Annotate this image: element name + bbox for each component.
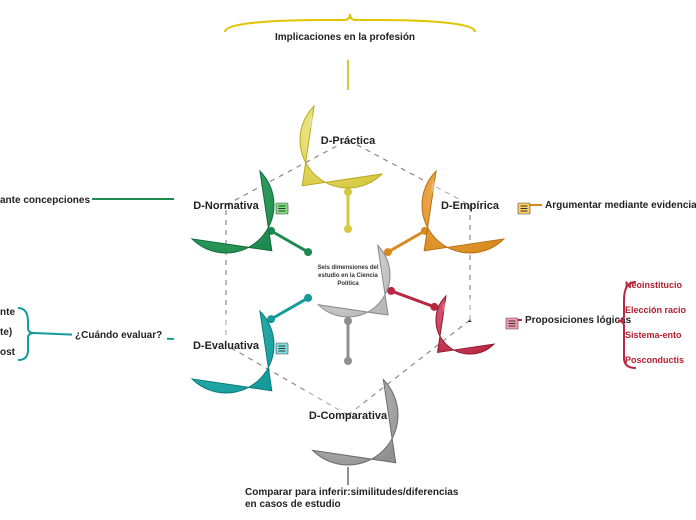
svg-text:nte: nte	[0, 307, 15, 318]
spoke-empirica	[388, 231, 425, 252]
ext-bottom: en casos de estudio	[245, 499, 341, 510]
ext-sub1: Neoinstitucio	[625, 280, 683, 290]
dashed-edge	[348, 320, 470, 415]
center-label: Política	[337, 281, 359, 287]
note-icon[interactable]	[276, 343, 288, 354]
spoke-dot	[304, 294, 312, 302]
svg-text:ost: ost	[0, 347, 16, 358]
node-comparativa[interactable]: D-Comparativa	[308, 380, 398, 465]
dashed-edge	[226, 140, 348, 205]
spoke-dot	[344, 188, 352, 196]
center-label: estudio en la Ciencia	[318, 273, 378, 279]
node-normativa[interactable]: D-Normativa	[188, 171, 274, 253]
node-practica[interactable]: D-Práctica	[300, 106, 382, 188]
node-label-comparativa: D-Comparativa	[309, 410, 388, 422]
ext-sub4: Posconductis	[625, 355, 684, 365]
spoke-dot	[344, 317, 352, 325]
node-label-evaluativa: D-Evaluativa	[193, 340, 260, 352]
node-label-empirica: D-Empírica	[441, 200, 500, 212]
ext-left-n: ante concepciones	[0, 195, 90, 206]
bracket-top	[225, 14, 475, 32]
note-icon[interactable]	[276, 203, 288, 214]
node-evaluativa[interactable]: D-Evaluativa	[188, 311, 274, 393]
ext-prop: Proposiciones lógicas	[525, 315, 632, 326]
ext-sub2: Elección racio	[625, 305, 687, 315]
ext-bottom: Comparar para inferir:similitudes/difere…	[245, 487, 459, 498]
spoke-logica	[391, 291, 434, 307]
spoke-dot	[344, 357, 352, 365]
node-label-practica: D-Práctica	[321, 135, 376, 147]
node-empirica[interactable]: D-Empírica	[422, 171, 504, 253]
ext-left-q: ¿Cuándo evaluar?	[75, 330, 162, 341]
spoke-normativa	[271, 231, 308, 252]
ext-top: Implicaciones en la profesión	[275, 32, 415, 43]
center-label: Seis dimensiones del	[317, 265, 378, 271]
spoke-dot	[344, 225, 352, 233]
ext-right: Argumentar mediante evidencia	[545, 200, 696, 211]
spoke-evaluativa	[271, 298, 308, 319]
svg-text:te): te)	[0, 327, 12, 338]
node-label-logica: -	[468, 315, 472, 327]
node-logica[interactable]: -	[436, 296, 494, 354]
note-icon[interactable]	[518, 203, 530, 214]
spoke-dot	[304, 248, 312, 256]
note-icon[interactable]	[506, 318, 518, 329]
bracket-left	[18, 308, 34, 360]
node-label-normativa: D-Normativa	[193, 200, 259, 212]
ext-sub3: Sistema-ento	[625, 330, 682, 340]
